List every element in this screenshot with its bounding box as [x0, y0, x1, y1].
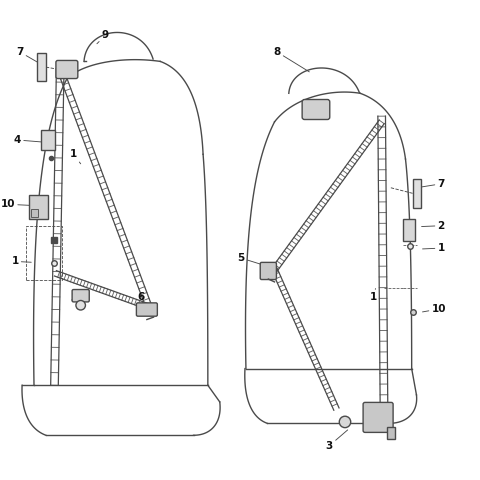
Text: 3: 3	[325, 430, 348, 451]
Text: 1: 1	[12, 256, 31, 266]
Text: 10: 10	[422, 304, 446, 314]
FancyBboxPatch shape	[41, 131, 55, 149]
FancyBboxPatch shape	[413, 179, 421, 208]
FancyBboxPatch shape	[136, 303, 157, 316]
FancyBboxPatch shape	[29, 195, 48, 218]
Text: 7: 7	[16, 47, 45, 66]
Text: 6: 6	[138, 292, 148, 305]
FancyBboxPatch shape	[387, 427, 396, 439]
FancyBboxPatch shape	[37, 53, 46, 81]
Text: 9: 9	[97, 30, 109, 44]
Text: 1: 1	[70, 149, 81, 164]
Text: 5: 5	[238, 253, 262, 264]
FancyBboxPatch shape	[403, 218, 415, 241]
Text: 8: 8	[273, 47, 309, 72]
Text: 1: 1	[370, 288, 377, 302]
Text: 1: 1	[422, 243, 445, 253]
Text: 7: 7	[420, 179, 445, 189]
Text: 10: 10	[0, 199, 35, 209]
FancyBboxPatch shape	[56, 60, 78, 79]
Circle shape	[76, 300, 85, 310]
Text: 4: 4	[13, 135, 44, 145]
FancyBboxPatch shape	[31, 209, 38, 217]
Text: 3: 3	[70, 291, 84, 303]
Text: 2: 2	[421, 221, 445, 231]
FancyBboxPatch shape	[260, 263, 276, 279]
Circle shape	[339, 416, 351, 428]
FancyBboxPatch shape	[72, 289, 89, 302]
FancyBboxPatch shape	[302, 99, 330, 120]
FancyBboxPatch shape	[363, 402, 393, 432]
